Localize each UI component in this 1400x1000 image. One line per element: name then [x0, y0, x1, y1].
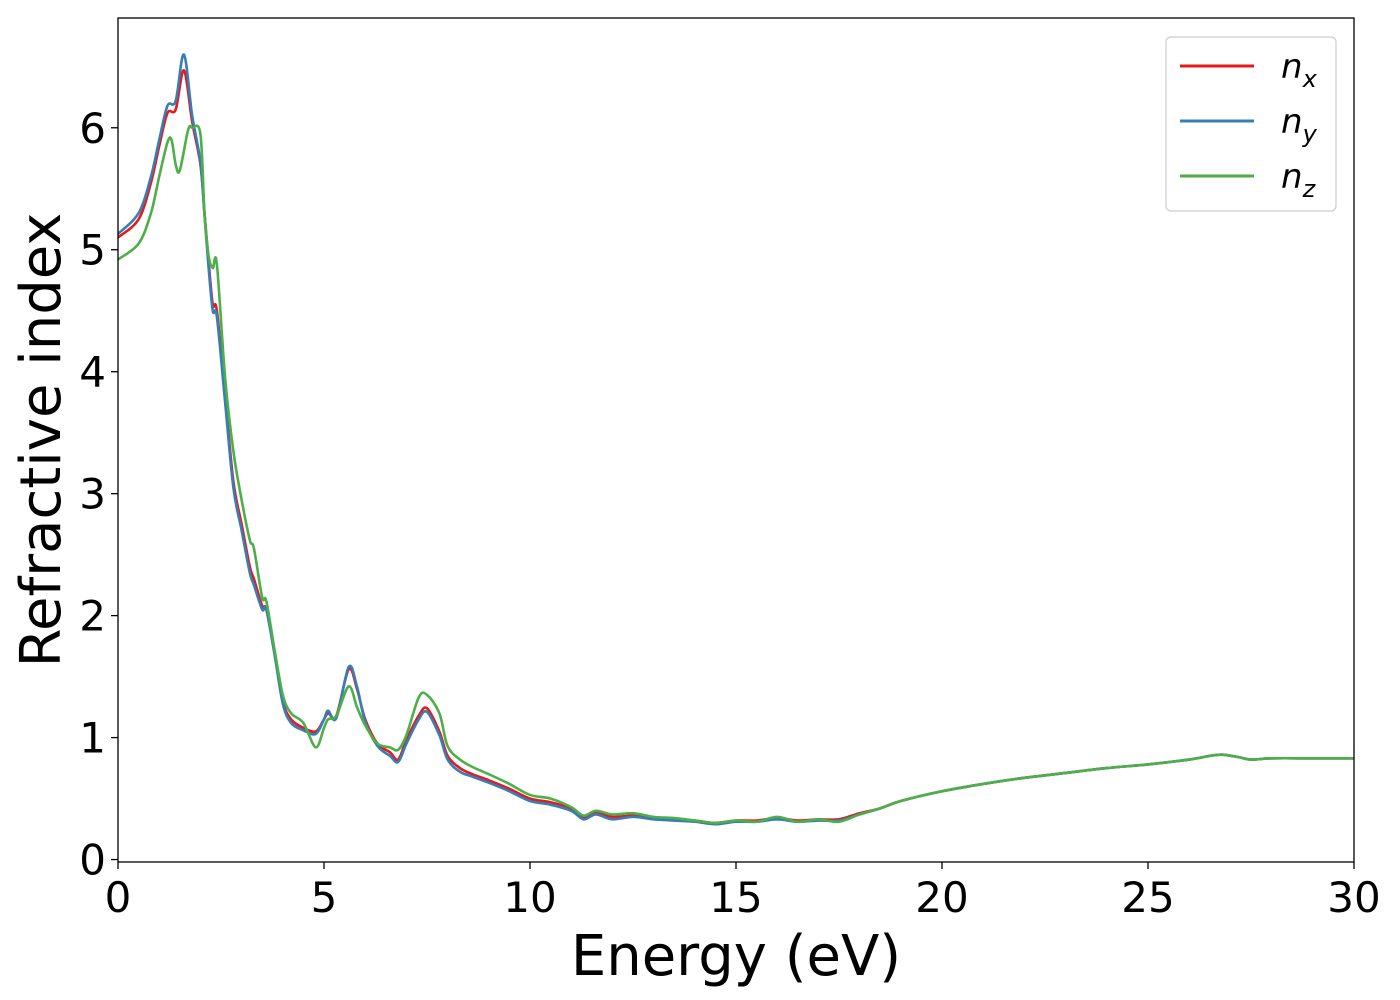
legend-label-subscript: x	[1302, 65, 1318, 93]
y-tick-label: 0	[79, 836, 106, 885]
y-axis-ticks: 0 1 2 3 4 5 6	[79, 104, 118, 885]
x-tick-label: 10	[503, 873, 556, 922]
y-tick-label: 3	[79, 470, 106, 519]
legend-label-subscript: z	[1302, 175, 1317, 203]
legend-label-base: n	[1281, 47, 1303, 87]
series-line-z	[118, 124, 1354, 825]
legend-label-subscript: y	[1302, 120, 1318, 148]
x-axis-title: Energy (eV)	[571, 924, 901, 989]
y-tick-label: 4	[79, 348, 106, 397]
x-tick-label: 15	[709, 873, 762, 922]
legend-box	[1165, 36, 1337, 212]
x-tick-label: 25	[1121, 873, 1174, 922]
x-tick-label: 0	[105, 873, 132, 922]
series-layer	[118, 53, 1354, 826]
legend-label-x: nx	[1281, 47, 1318, 93]
y-tick-label: 6	[79, 104, 106, 153]
y-tick-label: 5	[79, 226, 106, 275]
legend-label-y: ny	[1281, 102, 1318, 148]
x-axis-ticks: 0 5 10 15 20 25 30	[105, 862, 1381, 922]
legend-label-base: n	[1281, 102, 1303, 142]
y-axis-title: Refractive index	[9, 213, 74, 668]
legend-label-z: nz	[1281, 157, 1317, 203]
legend-label-base: n	[1281, 157, 1303, 197]
x-tick-label: 20	[915, 873, 968, 922]
y-tick-label: 2	[79, 592, 106, 641]
x-tick-label: 30	[1327, 873, 1380, 922]
y-tick-label: 1	[79, 714, 106, 763]
x-tick-label: 5	[311, 873, 338, 922]
